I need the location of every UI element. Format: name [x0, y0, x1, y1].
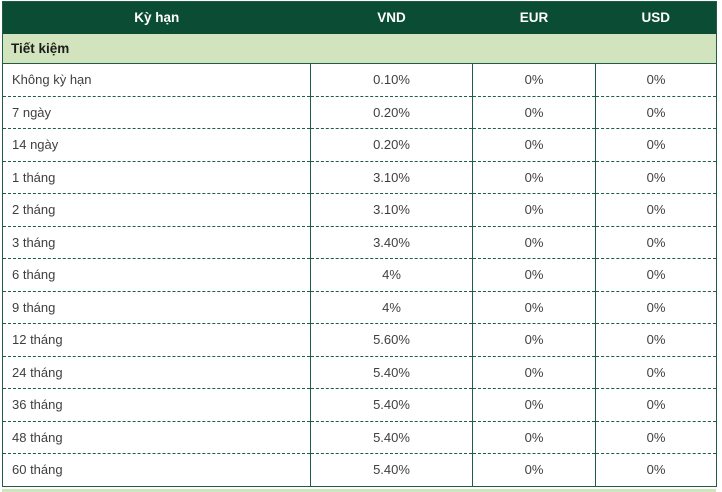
table-header-row: Kỳ hạn VND EUR USD — [2, 1, 717, 34]
term-cell: 9 tháng — [2, 290, 311, 324]
eur-rate-cell: 0% — [472, 388, 596, 421]
eur-rate-cell: 0% — [472, 193, 596, 226]
term-cell: Không kỳ hạn — [2, 63, 311, 96]
usd-rate-cell: 0% — [595, 95, 717, 129]
rate-row: 12 tháng 5.60% 0% 0% — [2, 323, 717, 356]
term-cell: 14 ngày — [2, 128, 311, 161]
term-cell: 24 tháng — [2, 355, 311, 389]
rate-row: 3 tháng 3.40% 0% 0% — [2, 225, 717, 259]
rate-row: 7 ngày 0.20% 0% 0% — [2, 95, 717, 129]
rate-row: 60 tháng 5.40% 0% 0% — [2, 453, 717, 486]
rate-row: 9 tháng 4% 0% 0% — [2, 290, 717, 324]
vnd-rate-cell: 5.40% — [310, 420, 473, 454]
vnd-rate-cell: 3.40% — [310, 225, 473, 259]
rate-row: Không kỳ hạn 0.10% 0% 0% — [2, 63, 717, 96]
next-section-row-partial — [2, 488, 716, 492]
rate-row: 14 ngày 0.20% 0% 0% — [2, 128, 717, 161]
usd-rate-cell: 0% — [595, 388, 717, 421]
vnd-rate-cell: 0.20% — [310, 95, 473, 129]
eur-rate-cell: 0% — [472, 323, 596, 356]
eur-rate-cell: 0% — [472, 420, 596, 454]
column-header-term: Kỳ hạn — [2, 1, 311, 34]
eur-rate-cell: 0% — [472, 225, 596, 259]
term-cell: 48 tháng — [2, 420, 311, 454]
eur-rate-cell: 0% — [472, 290, 596, 324]
usd-rate-cell: 0% — [595, 323, 717, 356]
term-cell: 12 tháng — [2, 323, 311, 356]
column-header-vnd: VND — [310, 1, 473, 34]
usd-rate-cell: 0% — [595, 193, 717, 226]
rate-row: 1 tháng 3.10% 0% 0% — [2, 160, 717, 194]
term-cell: 2 tháng — [2, 193, 311, 226]
eur-rate-cell: 0% — [472, 95, 596, 129]
usd-rate-cell: 0% — [595, 160, 717, 194]
usd-rate-cell: 0% — [595, 355, 717, 389]
usd-rate-cell: 0% — [595, 225, 717, 259]
vnd-rate-cell: 3.10% — [310, 193, 473, 226]
eur-rate-cell: 0% — [472, 258, 596, 291]
rate-row: 6 tháng 4% 0% 0% — [2, 258, 717, 291]
vnd-rate-cell: 0.20% — [310, 128, 473, 161]
rate-row: 36 tháng 5.40% 0% 0% — [2, 388, 717, 421]
term-cell: 36 tháng — [2, 388, 311, 421]
rate-row: 48 tháng 5.40% 0% 0% — [2, 420, 717, 454]
vnd-rate-cell: 3.10% — [310, 160, 473, 194]
vnd-rate-cell: 4% — [310, 258, 473, 291]
term-cell: 7 ngày — [2, 95, 311, 129]
section-row-savings: Tiết kiệm — [2, 33, 717, 64]
term-cell: 3 tháng — [2, 225, 311, 259]
vnd-rate-cell: 0.10% — [310, 63, 473, 96]
usd-rate-cell: 0% — [595, 453, 717, 486]
vnd-rate-cell: 4% — [310, 290, 473, 324]
term-cell: 1 tháng — [2, 160, 311, 194]
eur-rate-cell: 0% — [472, 355, 596, 389]
vnd-rate-cell: 5.60% — [310, 323, 473, 356]
usd-rate-cell: 0% — [595, 258, 717, 291]
rate-row: 2 tháng 3.10% 0% 0% — [2, 193, 717, 226]
interest-rates-table: Kỳ hạn VND EUR USD Tiết kiệm Không kỳ hạ… — [2, 1, 717, 487]
usd-rate-cell: 0% — [595, 420, 717, 454]
eur-rate-cell: 0% — [472, 453, 596, 486]
eur-rate-cell: 0% — [472, 63, 596, 96]
vnd-rate-cell: 5.40% — [310, 453, 473, 486]
section-row-label: Tiết kiệm — [2, 33, 717, 64]
eur-rate-cell: 0% — [472, 160, 596, 194]
usd-rate-cell: 0% — [595, 290, 717, 324]
usd-rate-cell: 0% — [595, 128, 717, 161]
rate-row: 24 tháng 5.40% 0% 0% — [2, 355, 717, 389]
column-header-eur: EUR — [472, 1, 596, 34]
vnd-rate-cell: 5.40% — [310, 355, 473, 389]
column-header-usd: USD — [595, 1, 717, 34]
term-cell: 6 tháng — [2, 258, 311, 291]
usd-rate-cell: 0% — [595, 63, 717, 96]
eur-rate-cell: 0% — [472, 128, 596, 161]
vnd-rate-cell: 5.40% — [310, 388, 473, 421]
term-cell: 60 tháng — [2, 453, 311, 486]
